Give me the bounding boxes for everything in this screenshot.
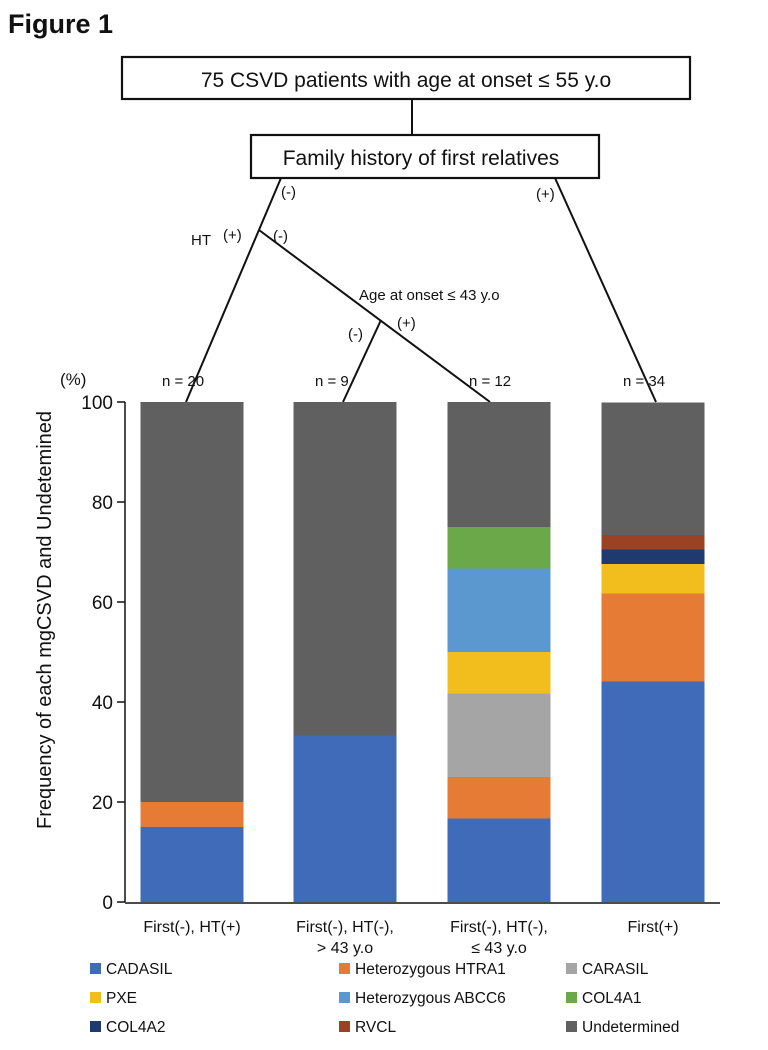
- bar-col4a2-4: [601, 549, 705, 564]
- family-neg-label: (-): [281, 184, 296, 201]
- bar-undetermined-2: [293, 402, 397, 736]
- bar-heterozygous-abcc6-3: [447, 568, 551, 652]
- legend-label-pxe: PXE: [106, 990, 137, 1007]
- ht-label: HT: [191, 232, 211, 249]
- y-axis-ticks: 0 20 40 60 80 100: [81, 393, 125, 914]
- x-label-2: First(-), HT(-),: [296, 919, 394, 936]
- ht-pos-label: (+): [223, 227, 242, 244]
- legend-label-col4a1: COL4A1: [582, 990, 641, 1007]
- age-split-label: Age at onset ≤ 43 y.o: [359, 287, 500, 304]
- x-label-3: First(-), HT(-),: [450, 919, 548, 936]
- bar-cadasil-2: [293, 735, 397, 902]
- y-tick-label: 60: [92, 593, 113, 614]
- legend-label-undetermined: Undetermined: [582, 1019, 679, 1036]
- branch-family-pos: [554, 177, 657, 403]
- n-label-3: n = 12: [469, 373, 511, 390]
- legend: CADASIL Heterozygous HTRA1 CARASIL PXE Heter…: [90, 961, 679, 1036]
- cohort-box: [120, 55, 692, 101]
- family-pos-label: (+): [536, 186, 555, 203]
- legend-swatch-rvcl: [339, 1021, 350, 1032]
- y-axis-title: Frequency of each mgCSVD and Undetemined: [34, 411, 56, 829]
- bar-undetermined-4: [601, 402, 705, 535]
- legend-swatch-heterozygous-abcc6: [339, 992, 350, 1003]
- bar-cadasil-1: [140, 827, 244, 902]
- legend-swatch-carasil: [566, 963, 577, 974]
- bar-cadasil-4: [601, 681, 705, 902]
- x-label-4: First(+): [627, 919, 678, 936]
- family-history-box-text: Family history of first relatives: [283, 147, 560, 170]
- legend-swatch-heterozygous-htra1: [339, 963, 350, 974]
- branch-family-neg: [185, 177, 282, 403]
- bar-rvcl-4: [601, 535, 705, 550]
- x-label-2-line2: > 43 y.o: [317, 940, 373, 957]
- legend-label-carasil: CARASIL: [582, 961, 649, 978]
- figure-label: Figure 1: [8, 9, 113, 39]
- bar-heterozygous-htra1-1: [140, 802, 244, 827]
- y-tick-label: 80: [92, 493, 113, 514]
- n-label-2: n = 9: [315, 373, 349, 390]
- legend-label-rvcl: RVCL: [355, 1019, 396, 1036]
- legend-swatch-col4a2: [90, 1021, 101, 1032]
- x-axis-labels: First(-), HT(+) First(-), HT(-), > 43 y.o F…: [143, 919, 678, 957]
- y-tick-label: 100: [81, 393, 113, 414]
- bar-heterozygous-htra1-3: [447, 777, 551, 819]
- y-tick-label: 40: [92, 693, 113, 714]
- branch-ht-neg: [258, 229, 491, 403]
- bar-carasil-3: [447, 693, 551, 777]
- legend-label-col4a2: COL4A2: [106, 1019, 165, 1036]
- bar-cadasil-3: [447, 818, 551, 902]
- legend-label-cadasil: CADASIL: [106, 961, 173, 978]
- legend-swatch-col4a1: [566, 992, 577, 1003]
- y-tick-label: 20: [92, 793, 113, 814]
- x-label-3-line2: ≤ 43 y.o: [471, 940, 527, 957]
- legend-label-heterozygous-htra1: Heterozygous HTRA1: [355, 961, 506, 978]
- bars-group: [140, 402, 705, 902]
- cohort-box-text: 75 CSVD patients with age at onset ≤ 55 …: [201, 69, 611, 92]
- bar-pxe-3: [447, 652, 551, 694]
- bar-heterozygous-htra1-4: [601, 593, 705, 682]
- x-label-1: First(-), HT(+): [143, 919, 240, 936]
- legend-swatch-pxe: [90, 992, 101, 1003]
- bar-undetermined-3: [447, 402, 551, 527]
- legend-swatch-undetermined: [566, 1021, 577, 1032]
- bar-col4a1-3: [447, 527, 551, 569]
- age-neg-label: (-): [348, 326, 363, 343]
- legend-label-heterozygous-abcc6: Heterozygous ABCC6: [355, 990, 506, 1007]
- bar-pxe-4: [601, 564, 705, 594]
- ht-neg-label: (-): [273, 228, 288, 245]
- bar-undetermined-1: [140, 402, 244, 802]
- n-label-1: n = 20: [162, 373, 204, 390]
- age-pos-label: (+): [397, 315, 416, 332]
- y-axis-unit: (%): [60, 370, 86, 389]
- legend-swatch-cadasil: [90, 963, 101, 974]
- y-tick-label: 0: [102, 893, 113, 914]
- family-history-box: [249, 133, 601, 180]
- n-label-4: n = 34: [623, 373, 665, 390]
- branch-age-neg: [342, 319, 382, 403]
- n-labels: n = 20 n = 9 n = 12 n = 34: [162, 373, 665, 390]
